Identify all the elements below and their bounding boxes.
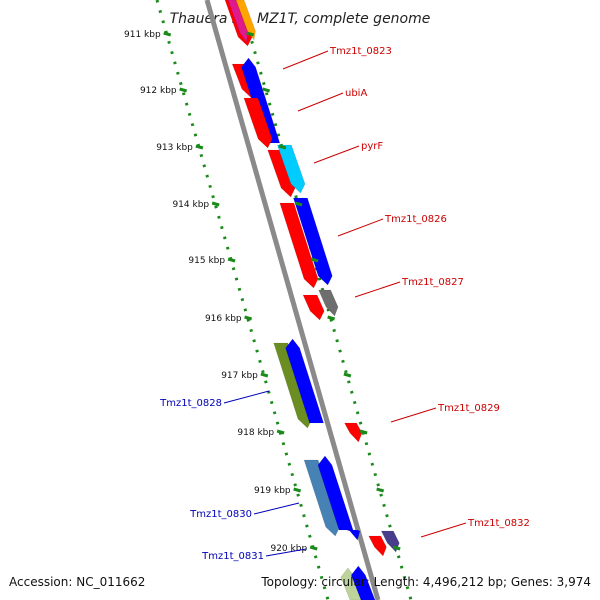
genome-backbone: [204, 0, 381, 600]
gene-feature-tmz1t-0830[interactable]: [303, 459, 341, 537]
callout-leader-line: [265, 548, 307, 557]
major-tick-mark: [278, 144, 287, 150]
gene-feature-tmz1t-0827[interactable]: [302, 294, 325, 321]
tick-label: 915 kbp: [188, 256, 225, 266]
gene-callouts: Tmz1t_0823 ubiA pyrF Tmz1t_0826 Tmz1t_0827 Tm…: [159, 46, 530, 562]
major-tick-mark: [309, 545, 318, 551]
tick-label: 918 kbp: [237, 428, 274, 438]
label-tmz1t-0823[interactable]: Tmz1t_0823: [329, 46, 392, 57]
callout-leader-line: [390, 407, 437, 423]
tick-label: 913 kbp: [156, 143, 193, 153]
gene-feature-tmz1t-0829[interactable]: [344, 422, 363, 443]
label-tmz1t-0828[interactable]: Tmz1t_0828: [159, 398, 222, 409]
label-ubia[interactable]: ubiA: [345, 88, 367, 99]
tick-label: 919 kbp: [254, 486, 291, 496]
gene-feature[interactable]: [243, 97, 273, 149]
tick-label: 916 kbp: [205, 314, 242, 324]
major-tick-mark: [392, 545, 401, 551]
label-tmz1t-0826[interactable]: Tmz1t_0826: [384, 214, 447, 225]
callout-leader-line: [253, 502, 300, 515]
gene-feature[interactable]: [227, 0, 249, 43]
label-tmz1t-0829[interactable]: Tmz1t_0829: [437, 403, 500, 414]
major-tick-mark: [343, 372, 352, 378]
gene-features: [224, 0, 400, 600]
callout-leader-line: [420, 522, 467, 538]
left-tick-track: [155, 0, 330, 600]
callout-leader-line: [354, 281, 401, 298]
gene-feature[interactable]: [293, 197, 333, 286]
label-tmz1t-0827[interactable]: Tmz1t_0827: [401, 277, 464, 288]
tick-label: 920 kbp: [270, 544, 307, 554]
topology-text: Topology: circular; Length: 4,496,212 bp…: [261, 575, 591, 589]
callout-leader-line: [337, 218, 384, 237]
gene-feature-tmz1t-0832[interactable]: [368, 535, 387, 557]
major-tick-mark: [163, 31, 172, 37]
major-tick-mark: [246, 31, 255, 37]
callout-leader-line: [282, 50, 329, 70]
label-pyrf[interactable]: pyrF: [361, 141, 383, 152]
tick-label: 912 kbp: [140, 86, 177, 96]
major-tick-mark: [327, 315, 336, 321]
callout-leader-line: [313, 145, 360, 164]
gene-feature-tmz1t-0831[interactable]: [346, 529, 361, 541]
major-tick-mark: [359, 429, 368, 435]
gene-feature-ubiA[interactable]: [241, 57, 281, 144]
tick-label: 917 kbp: [221, 371, 258, 381]
major-tick-mark: [195, 144, 204, 150]
label-tmz1t-0832[interactable]: Tmz1t_0832: [467, 518, 530, 529]
major-tick-mark: [179, 87, 188, 93]
tick-label: 914 kbp: [172, 200, 209, 210]
major-tick-mark: [276, 429, 285, 435]
gene-feature[interactable]: [318, 289, 339, 317]
major-tick-mark: [211, 201, 220, 207]
gene-feature[interactable]: [276, 144, 306, 194]
major-tick-mark: [310, 257, 319, 263]
major-tick-mark: [376, 487, 385, 493]
label-tmz1t-0831[interactable]: Tmz1t_0831: [201, 551, 264, 562]
gene-feature[interactable]: [285, 338, 324, 424]
major-tick-mark: [293, 487, 302, 493]
gene-feature[interactable]: [317, 455, 354, 531]
major-tick-mark: [244, 315, 253, 321]
accession-text: Accession: NC_011662: [9, 575, 146, 589]
tick-label: 911 kbp: [124, 30, 161, 40]
gene-feature-tmz1t-0826[interactable]: [279, 202, 319, 289]
major-tick-mark: [227, 257, 236, 263]
gene-feature[interactable]: [350, 565, 376, 600]
gene-feature-tmz1t-0828[interactable]: [273, 342, 313, 429]
callout-leader-line: [297, 92, 344, 112]
major-tick-mark: [262, 87, 271, 93]
gene-feature[interactable]: [235, 0, 256, 41]
major-tick-mark: [260, 372, 269, 378]
major-tick-mark: [294, 201, 303, 207]
callout-leader-line: [223, 390, 270, 404]
tick-labels: 911 kbp 912 kbp 913 kbp 914 kbp 915 kbp 916 k…: [124, 30, 401, 554]
label-tmz1t-0830[interactable]: Tmz1t_0830: [189, 509, 252, 520]
